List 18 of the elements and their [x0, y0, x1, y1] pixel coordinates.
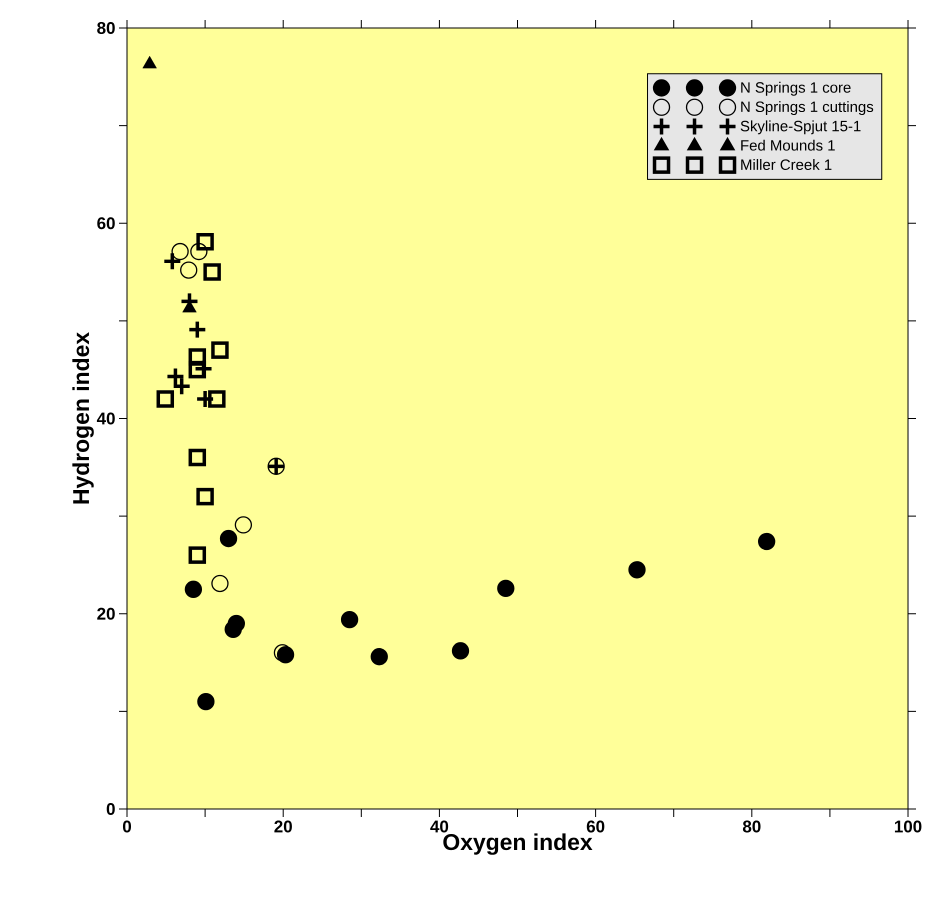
legend-label: Skyline-Spjut 15-1	[740, 120, 861, 134]
y-tick-label: 0	[106, 802, 115, 815]
y-tick-label: 60	[97, 217, 115, 230]
x-tick-label: 60	[586, 820, 604, 832]
x-tick-label: 100	[894, 820, 922, 832]
legend-label: N Springs 1 core	[741, 82, 851, 96]
x-axis-title: Oxygen index	[443, 833, 592, 855]
legend-label: Fed Mounds 1	[741, 140, 835, 151]
y-axis-title: Hydrogen index	[72, 332, 94, 504]
y-tick-label: 20	[97, 608, 115, 620]
legend-label: Miller Creek 1	[741, 159, 832, 170]
y-tick-label: 40	[96, 412, 115, 424]
x-tick-label: 40	[430, 820, 448, 832]
x-tick-label: 20	[274, 820, 292, 832]
x-tick-label: 80	[742, 820, 761, 832]
legend-label: N Springs 1 cuttings	[741, 101, 874, 116]
x-tick-label: 0	[122, 820, 132, 832]
y-tick-label: 80	[97, 22, 115, 34]
